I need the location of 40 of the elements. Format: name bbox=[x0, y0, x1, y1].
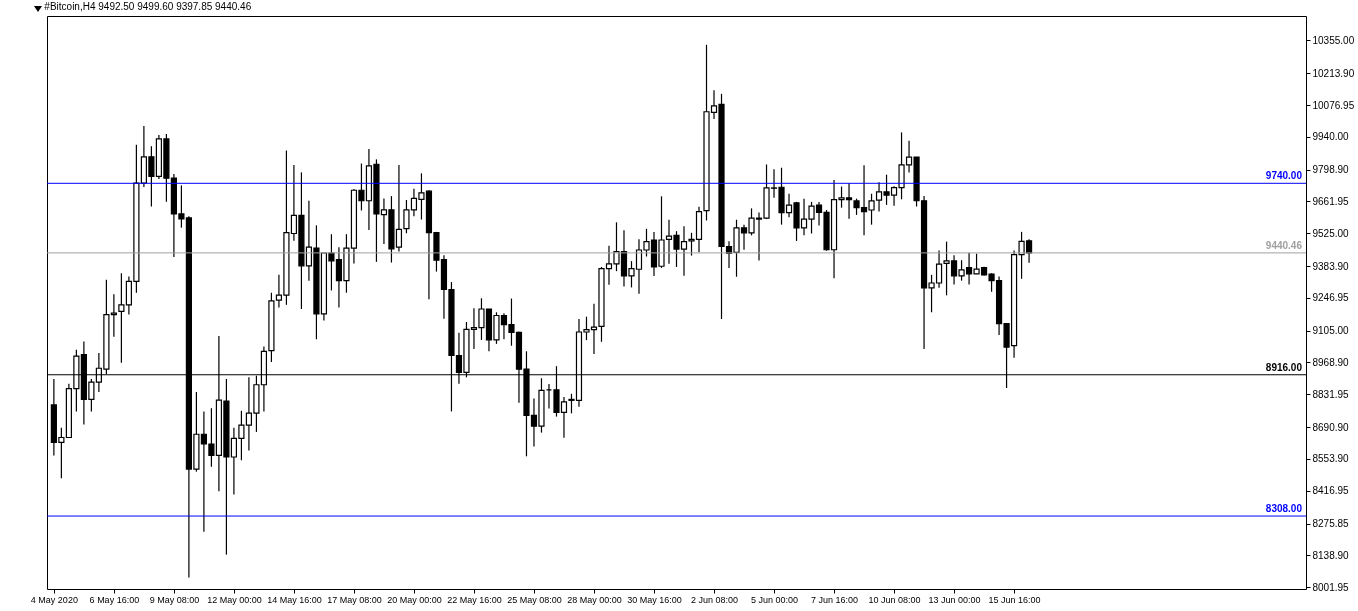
y-tick-label: 9525.00 bbox=[1312, 227, 1350, 239]
x-tick-label: 6 May 16:00 bbox=[89, 594, 140, 605]
x-tick-label: 4 May 2020 bbox=[30, 594, 78, 605]
ref-line-label: 8308.00 bbox=[1265, 503, 1303, 515]
ref-line-label: 8916.00 bbox=[1265, 361, 1303, 373]
y-tick-label: 8690.90 bbox=[1312, 421, 1350, 433]
y-tick-label: 10213.90 bbox=[1312, 67, 1355, 79]
x-tick-label: 7 Jun 16:00 bbox=[811, 594, 859, 605]
y-tick-label: 10355.00 bbox=[1312, 34, 1355, 46]
x-tick-label: 13 Jun 00:00 bbox=[928, 594, 981, 605]
x-tick-label: 17 May 08:00 bbox=[327, 594, 382, 605]
x-tick-label: 20 May 00:00 bbox=[387, 594, 442, 605]
x-tick-label: 22 May 16:00 bbox=[447, 594, 502, 605]
y-tick-label: 9246.95 bbox=[1312, 292, 1350, 304]
ref-line-label: 9740.00 bbox=[1265, 170, 1303, 182]
y-tick-label: 9383.90 bbox=[1312, 260, 1350, 272]
y-tick-label: 8275.85 bbox=[1312, 518, 1350, 530]
y-tick-label: 8831.95 bbox=[1312, 388, 1350, 400]
x-tick-label: 28 May 00:00 bbox=[567, 594, 622, 605]
y-tick-label: 9661.95 bbox=[1312, 195, 1350, 207]
ref-line-label: 9440.46 bbox=[1265, 239, 1303, 251]
chart-title: #Bitcoin,H4 9492.50 9499.60 9397.85 9440.46 bbox=[44, 1, 252, 12]
x-tick-label: 9 May 08:00 bbox=[149, 594, 200, 605]
x-tick-label: 15 Jun 16:00 bbox=[988, 594, 1041, 605]
y-tick-label: 8416.95 bbox=[1312, 485, 1350, 497]
y-tick-label: 8001.95 bbox=[1312, 581, 1350, 593]
x-tick-label: 14 May 16:00 bbox=[267, 594, 322, 605]
y-tick-label: 8968.90 bbox=[1312, 356, 1350, 368]
x-tick-label: 12 May 00:00 bbox=[207, 594, 262, 605]
y-tick-label: 9798.90 bbox=[1312, 164, 1350, 176]
y-tick-label: 9105.00 bbox=[1312, 325, 1350, 337]
y-tick-label: 8553.90 bbox=[1312, 453, 1350, 465]
y-tick-label: 8138.90 bbox=[1312, 549, 1350, 561]
x-tick-label: 10 Jun 08:00 bbox=[868, 594, 921, 605]
y-tick-label: 10076.95 bbox=[1312, 99, 1355, 111]
x-tick-label: 30 May 16:00 bbox=[627, 594, 682, 605]
y-tick-label: 9940.00 bbox=[1312, 131, 1350, 143]
x-tick-label: 25 May 08:00 bbox=[507, 594, 562, 605]
x-tick-label: 5 Jun 00:00 bbox=[751, 594, 799, 605]
x-tick-label: 2 Jun 08:00 bbox=[690, 594, 739, 605]
